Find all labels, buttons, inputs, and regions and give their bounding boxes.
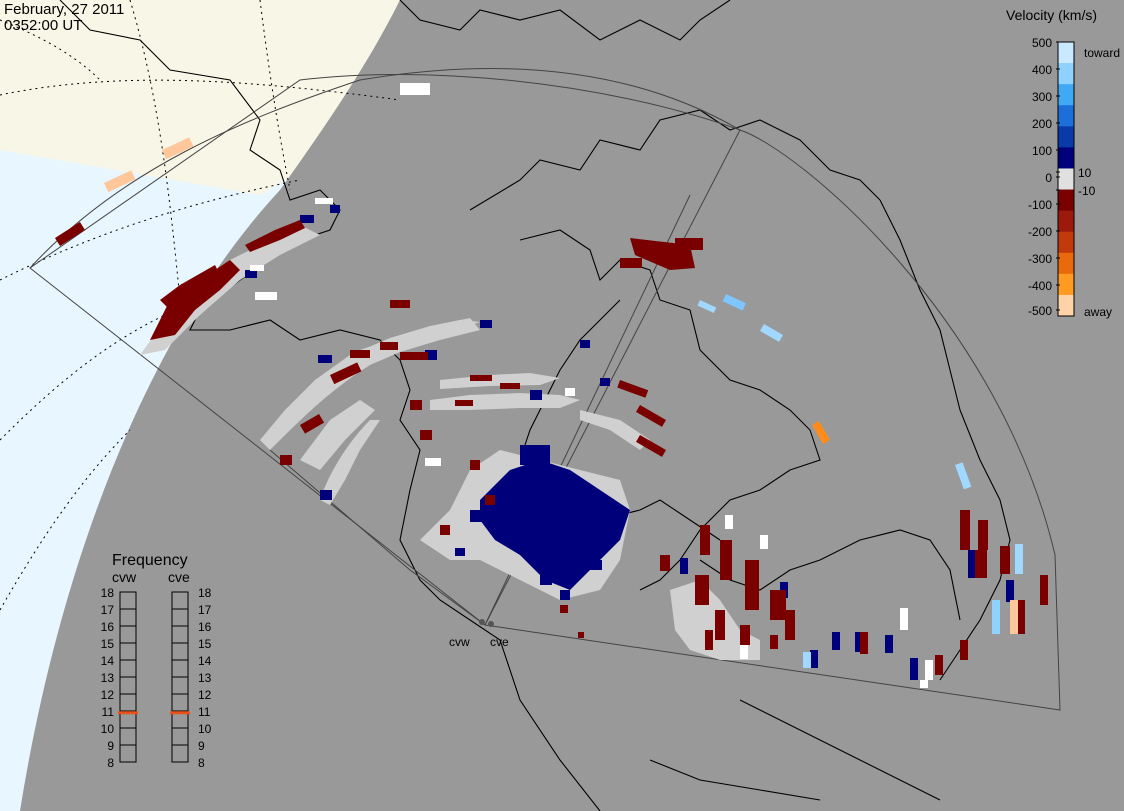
colorbar-swatch <box>1058 189 1074 212</box>
velocity-title: Velocity (km/s) <box>1006 7 1097 23</box>
night-region <box>20 0 1124 811</box>
velocity-tick-label: -300 <box>1028 252 1052 266</box>
colorbar-swatch <box>1058 210 1074 233</box>
frequency-tick-right: 16 <box>198 620 212 634</box>
site-marker-cve <box>488 621 494 627</box>
fast-away-scatter <box>104 137 1018 634</box>
colorbar-swatch <box>1058 294 1074 317</box>
station-label-cve: cve <box>490 635 509 649</box>
frequency-tick-right: 10 <box>198 722 212 736</box>
colorbar-swatch <box>1058 42 1074 64</box>
frequency-left-label: cvw <box>112 569 137 585</box>
velocity-tick-label: -400 <box>1028 279 1052 293</box>
frequency-tick-right: 9 <box>198 739 205 753</box>
velocity-tick-label: 100 <box>1032 144 1052 158</box>
frequency-tick-right: 8 <box>198 756 205 770</box>
velocity-tick-label: -10 <box>1078 184 1096 198</box>
velocity-tick-label: 500 <box>1032 36 1052 50</box>
velocity-tick-label: 10 <box>1078 166 1092 180</box>
frequency-title: Frequency <box>112 552 188 569</box>
frequency-tick-left: 13 <box>101 671 115 685</box>
frequency-panel: Frequency cvw cve 18 18 17 17 16 16 15 15 14 14 13… <box>101 552 212 770</box>
daylight-land <box>0 0 400 195</box>
velocity-tick-label: 0 <box>1045 171 1052 185</box>
fast-toward-scatter <box>697 293 1023 668</box>
frequency-tick-right: 15 <box>198 637 212 651</box>
colorbar-swatch <box>1058 63 1074 85</box>
frequency-tick-left: 11 <box>102 705 115 719</box>
map-date: February, 27 2011 <box>4 1 125 18</box>
map-time: 0352:00 UT <box>4 17 83 34</box>
colorbar-swatch <box>1058 105 1074 127</box>
colorbar-swatch <box>1058 126 1074 148</box>
colorbar-swatch <box>1058 252 1074 275</box>
low-velocity-scatter <box>250 83 933 688</box>
velocity-tick-label: 200 <box>1032 117 1052 131</box>
velocity-tick-label: -200 <box>1028 225 1052 239</box>
frequency-right-label: cve <box>168 569 190 585</box>
colorbar-swatch <box>1058 168 1074 191</box>
colorbar-swatch <box>1058 84 1074 106</box>
away-scatter <box>55 220 1048 675</box>
frequency-tick-left: 16 <box>101 620 115 634</box>
velocity-toward-label: toward <box>1084 46 1120 60</box>
frequency-tick-left: 18 <box>101 586 115 600</box>
colorbar-swatch <box>1058 273 1074 296</box>
frequency-tick-left: 14 <box>101 654 115 668</box>
site-marker-cvw <box>479 619 485 625</box>
colorbar-swatch <box>1058 231 1074 254</box>
frequency-tick-left: 9 <box>107 739 114 753</box>
velocity-tick-label: -500 <box>1028 304 1052 318</box>
frequency-tick-right: 18 <box>198 586 212 600</box>
frequency-tick-right: 12 <box>198 688 212 702</box>
frequency-tick-right: 13 <box>198 671 212 685</box>
station-label-cvw: cvw <box>449 635 470 649</box>
frequency-tick-right: 17 <box>198 603 212 617</box>
frequency-tick-left: 8 <box>107 756 114 770</box>
frequency-tick-left: 12 <box>101 688 115 702</box>
velocity-tick-label: 400 <box>1032 63 1052 77</box>
frequency-tick-right: 14 <box>198 654 212 668</box>
velocity-tick-label: -100 <box>1028 198 1052 212</box>
frequency-tick-left: 10 <box>101 722 115 736</box>
velocity-colorbar: Velocity (km/s) 500400300200100100-10-10… <box>1006 7 1120 319</box>
frequency-tick-right: 11 <box>198 705 211 719</box>
frequency-tick-left: 17 <box>101 603 115 617</box>
colorbar-swatch <box>1058 147 1074 169</box>
velocity-tick-label: 300 <box>1032 90 1052 104</box>
frequency-tick-left: 15 <box>101 637 115 651</box>
velocity-away-label: away <box>1084 305 1112 319</box>
